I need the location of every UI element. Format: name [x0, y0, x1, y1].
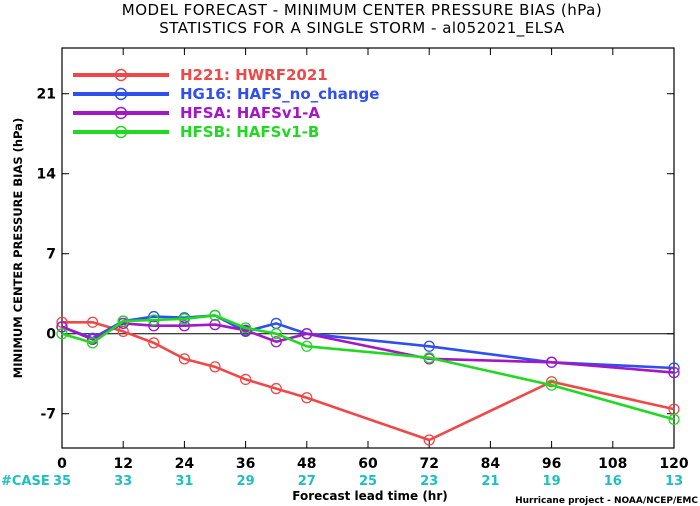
- x-tick-label: 60: [358, 456, 378, 472]
- case-count: 21: [481, 474, 499, 489]
- legend-marker: [114, 106, 128, 120]
- case-count: 31: [175, 474, 193, 489]
- data-point: [668, 366, 680, 379]
- data-point: [270, 382, 282, 395]
- credit-text: Hurricane project - NOAA/NCEP/EMC: [515, 496, 698, 506]
- case-count: 27: [298, 474, 316, 489]
- series-line: [61, 314, 675, 421]
- data-point: [56, 328, 68, 340]
- data-point: [209, 361, 221, 373]
- y-axis-label: MINIMUM CENTER PRESSURE BIAS (hPa): [11, 118, 25, 378]
- series-group: [56, 309, 680, 426]
- data-point: [423, 340, 435, 352]
- case-label: #CASE: [1, 474, 50, 489]
- data-point: [301, 328, 313, 340]
- legend-label: H221: HWRF2021: [180, 66, 328, 84]
- x-axis: 0 12 24 36 48 60 72 84 96 108 120: [57, 48, 689, 472]
- chart-subtitle: STATISTICS FOR A SINGLE STORM - al052021…: [159, 19, 565, 38]
- x-tick-label: 120: [659, 456, 688, 472]
- data-point: [301, 392, 313, 404]
- x-tick-label: 108: [598, 456, 627, 472]
- legend-marker: [114, 68, 128, 82]
- legend-label: HFSB: HAFSv1-B: [180, 123, 319, 141]
- y-tick-label: 7: [46, 247, 56, 263]
- case-count: 16: [604, 474, 622, 489]
- data-point: [545, 356, 558, 368]
- x-tick-label: 96: [542, 456, 561, 472]
- x-tick-label: 36: [236, 456, 255, 472]
- data-point: [117, 315, 129, 327]
- data-point: [301, 340, 313, 352]
- data-point: [423, 352, 435, 364]
- legend-label: HG16: HAFS_no_change: [180, 85, 379, 103]
- data-point: [209, 309, 221, 322]
- data-point: [178, 313, 191, 325]
- data-point: [148, 310, 160, 323]
- y-tick-label: 0: [46, 327, 56, 343]
- data-point: [148, 337, 160, 349]
- data-point: [148, 314, 160, 326]
- data-point: [178, 353, 191, 365]
- data-point: [178, 320, 191, 332]
- data-point: [545, 379, 558, 391]
- data-point: [86, 316, 99, 328]
- data-point: [270, 328, 282, 340]
- x-tick-label: 48: [297, 456, 316, 472]
- x-tick-label: 0: [57, 456, 67, 472]
- case-count: 23: [420, 474, 438, 489]
- case-count: 35: [53, 474, 71, 489]
- data-point: [668, 413, 680, 426]
- y-axis: -7 0 7 14 21: [37, 87, 674, 423]
- data-point: [239, 373, 252, 386]
- legend-marker: [114, 125, 128, 139]
- x-axis-label: Forecast lead time (hr): [292, 489, 448, 503]
- y-tick-label: -7: [40, 407, 56, 423]
- data-point: [209, 318, 221, 331]
- x-tick-label: 84: [481, 456, 501, 472]
- x-tick-label: 72: [419, 456, 438, 472]
- legend-label: HFSA: HAFSv1-A: [180, 104, 320, 122]
- data-point: [86, 337, 99, 349]
- data-point: [56, 321, 68, 333]
- case-count: 19: [543, 474, 561, 489]
- case-count: 29: [237, 474, 255, 489]
- case-count: 25: [359, 474, 377, 489]
- case-counts: 35 33 31 29 27 25 23 21 19 16 13: [53, 474, 683, 489]
- chart-title: MODEL FORECAST - MINIMUM CENTER PRESSURE…: [122, 1, 602, 19]
- data-point: [270, 336, 282, 348]
- x-tick-label: 12: [113, 456, 132, 472]
- data-point: [668, 362, 680, 374]
- x-tick-label: 24: [175, 456, 195, 472]
- y-tick-label: 14: [37, 167, 57, 183]
- series-layer: [56, 309, 680, 446]
- y-tick-label: 21: [37, 87, 56, 103]
- data-point: [239, 322, 252, 334]
- data-point: [545, 376, 558, 388]
- data-point: [423, 434, 435, 446]
- case-count: 33: [114, 474, 132, 489]
- legend-marker: [114, 87, 128, 101]
- case-count: 13: [665, 474, 683, 489]
